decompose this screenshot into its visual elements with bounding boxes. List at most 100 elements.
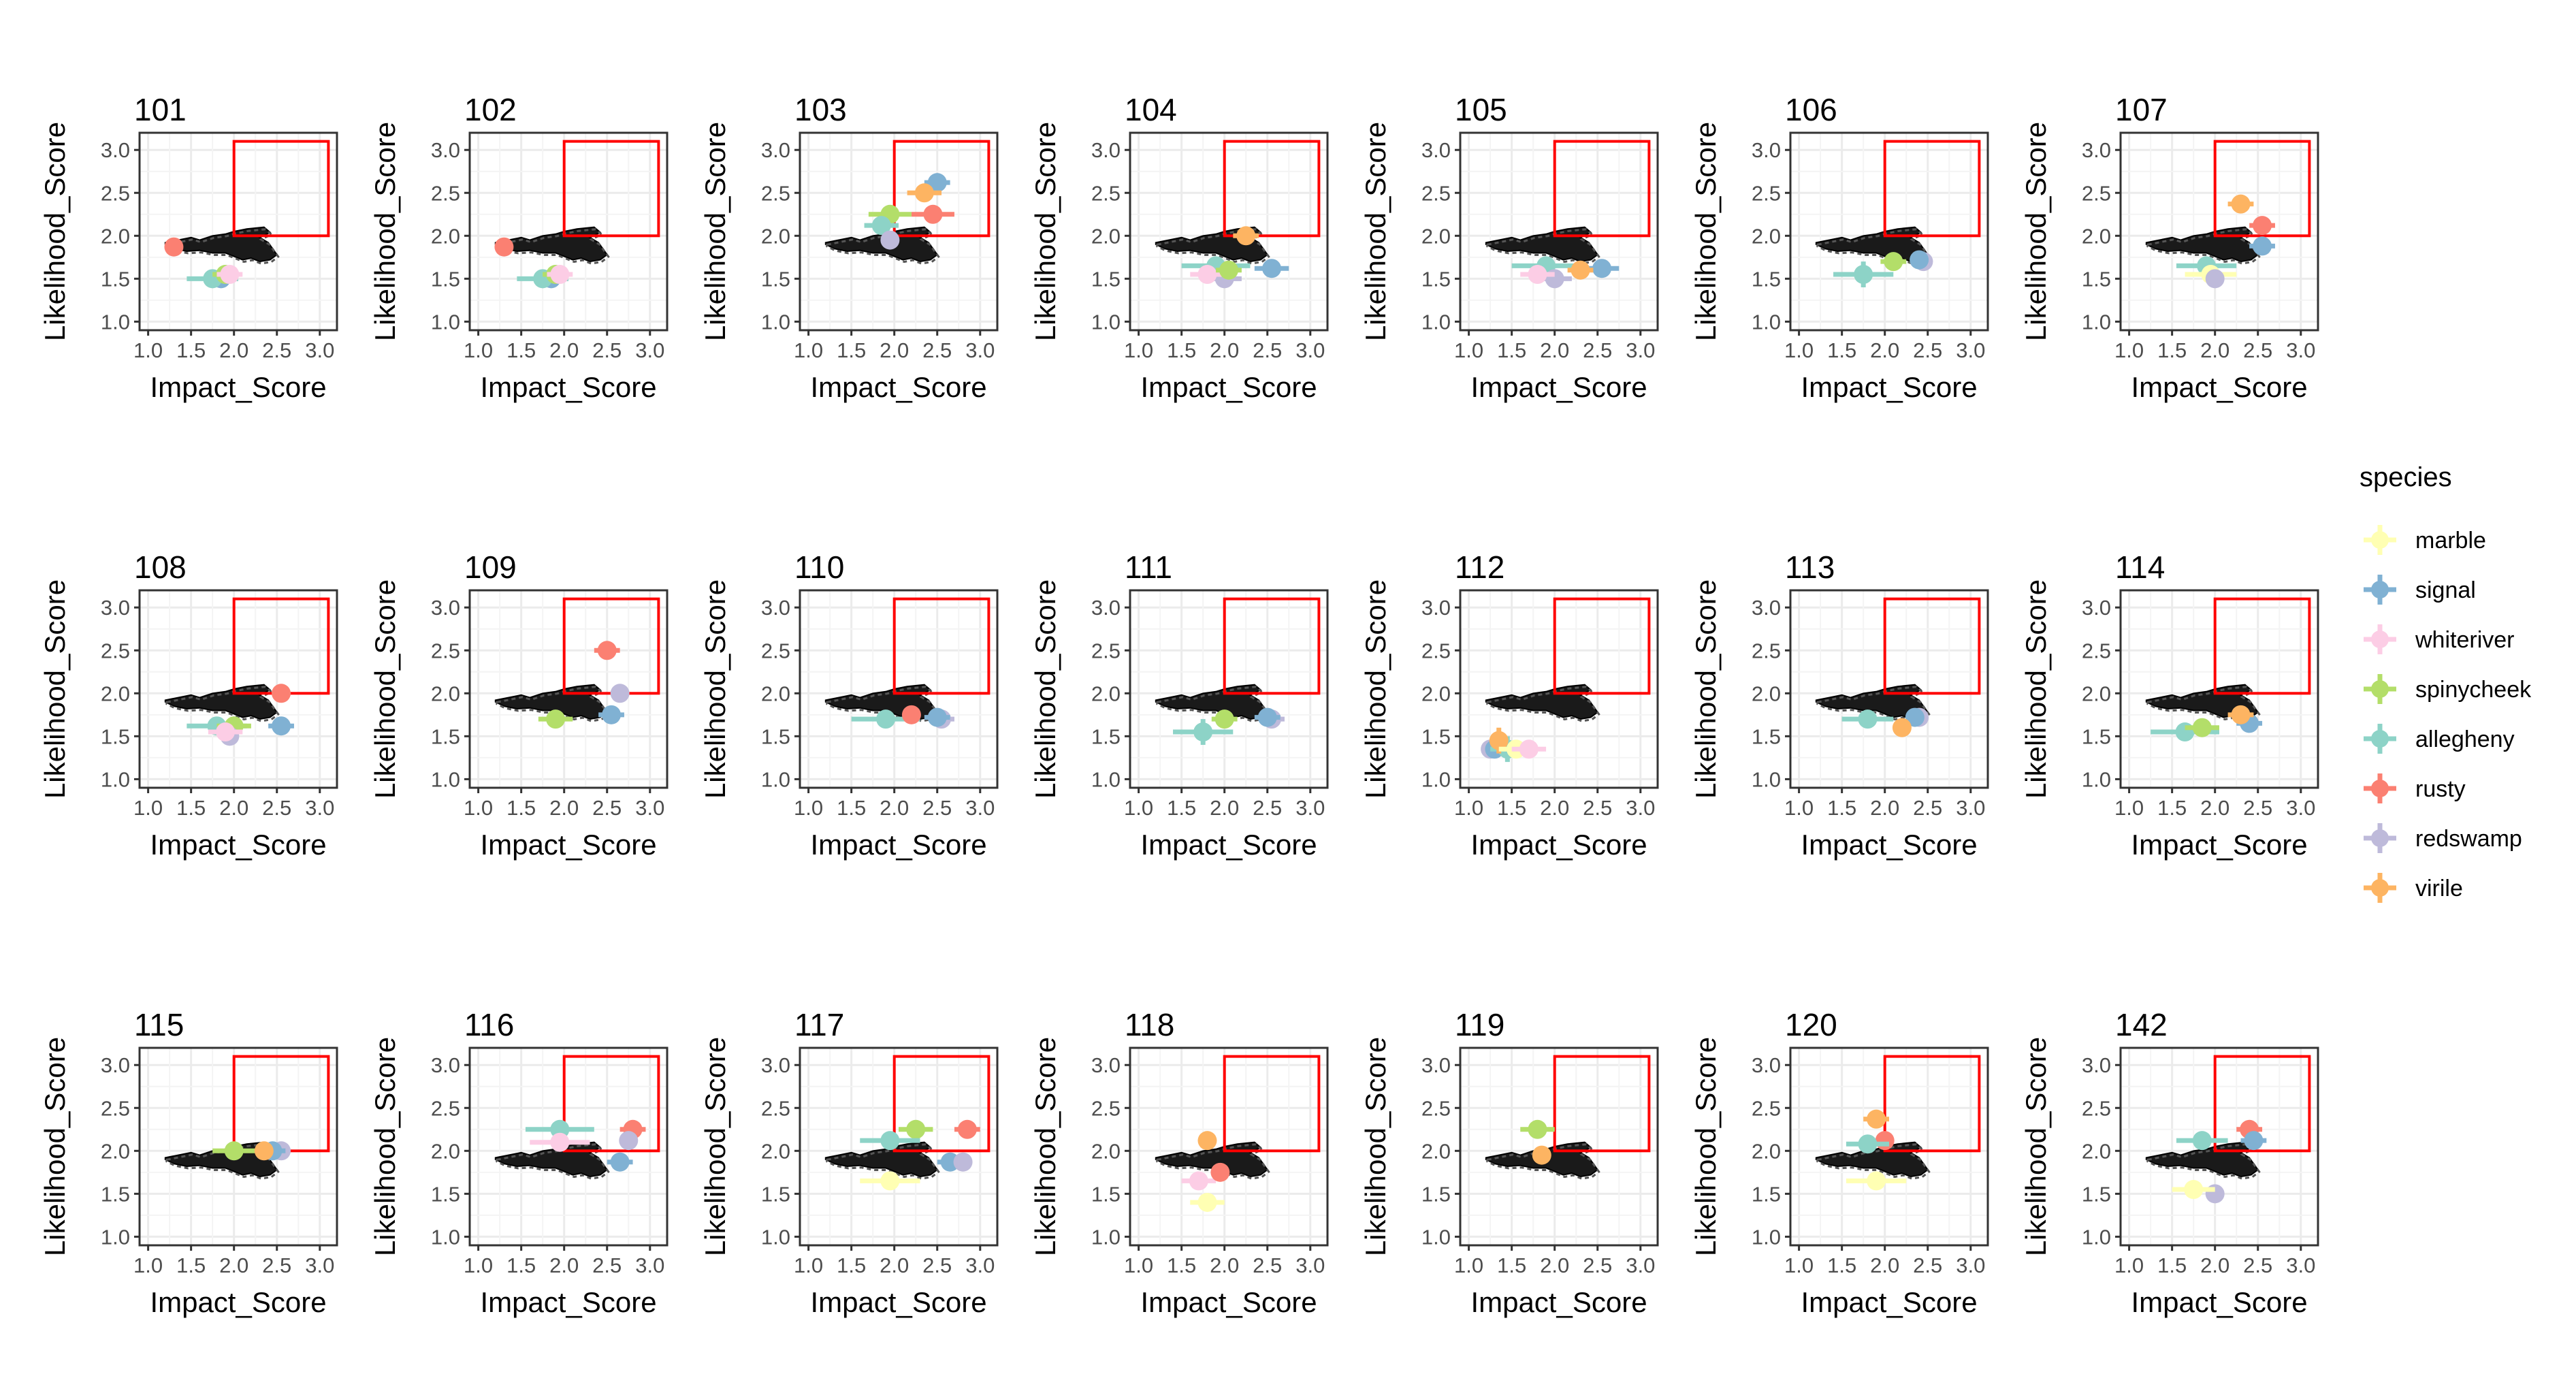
- y-tick-label: 1.0: [761, 310, 790, 334]
- point-marker: [1519, 739, 1539, 759]
- facet-panel: 105 1.01.0 1.5 1.5 2.0 2.0 2.5 2.5 3.0 3.0 Impact_…: [1359, 92, 1659, 403]
- y-axis-title: Likelihood_Score: [369, 1037, 401, 1256]
- x-tick-label: 2.0: [219, 1253, 248, 1277]
- legend-item-redswamp: redswamp: [2360, 818, 2522, 859]
- basin-texture: [165, 1143, 280, 1180]
- point-marker: [2244, 1131, 2264, 1151]
- y-axis-title: Likelihood_Score: [39, 1037, 71, 1256]
- y-axis-title: Likelihood_Score: [1029, 579, 1061, 799]
- legend-key-marker: [2371, 630, 2389, 648]
- panel-title: 119: [1455, 1007, 1504, 1042]
- y-tick-label: 1.5: [101, 724, 130, 748]
- facet-panel: 119 1.01.0 1.5 1.5 2.0 2.0 2.5 2.5 3.0 3.0 Impact_…: [1359, 1007, 1659, 1318]
- y-tick-label: 2.0: [761, 1139, 790, 1163]
- panel-title: 105: [1455, 92, 1507, 127]
- high-risk-box: [232, 140, 330, 238]
- point-marker: [272, 716, 291, 736]
- y-tick-label: 2.0: [1421, 1139, 1451, 1163]
- x-axis-title: Impact_Score: [2131, 829, 2307, 861]
- basin-texture: [496, 228, 610, 265]
- x-tick-label: 3.0: [1295, 796, 1325, 820]
- high-risk-box: [892, 597, 991, 695]
- y-tick-label: 2.0: [101, 224, 130, 248]
- y-axis-title: Likelihood_Score: [1690, 1037, 1722, 1256]
- y-tick-label: 2.0: [431, 224, 460, 248]
- x-axis-title: Impact_Score: [810, 829, 986, 861]
- basin-texture: [1156, 686, 1270, 722]
- high-risk-box: [892, 140, 991, 238]
- x-tick-label: 3.0: [1956, 796, 1985, 820]
- point-marker: [1592, 259, 1612, 278]
- x-tick-label: 1.0: [1784, 796, 1814, 820]
- y-axis-title: Likelihood_Score: [39, 122, 71, 341]
- panel-title: 117: [794, 1007, 844, 1042]
- y-tick-label: 3.0: [761, 138, 790, 162]
- legend-title: species: [2360, 462, 2452, 492]
- basin-texture: [2146, 1143, 2261, 1180]
- y-tick-label: 2.5: [431, 639, 460, 662]
- basin-texture: [1156, 1143, 1270, 1180]
- point-marker: [880, 1131, 900, 1151]
- y-axis-title: Likelihood_Score: [369, 579, 401, 799]
- y-tick-label: 1.0: [1421, 1225, 1451, 1249]
- legend-key-marker: [2371, 829, 2389, 847]
- basin-texture: [1486, 228, 1600, 265]
- point-marker: [2192, 1131, 2212, 1151]
- data-point-spinycheek: [1211, 709, 1238, 729]
- legend-item-virile: virile: [2360, 867, 2463, 908]
- y-tick-label: 1.0: [431, 310, 460, 334]
- point-marker: [1884, 252, 1903, 272]
- y-tick-label: 2.0: [1091, 224, 1121, 248]
- basin-texture: [1486, 1143, 1600, 1180]
- y-tick-label: 1.5: [101, 1182, 130, 1206]
- facet-panel: 117 1.01.0 1.5 1.5 2.0 2.0 2.5 2.5 3.0 3.0 Impact_…: [699, 1007, 999, 1318]
- panel-border: [1789, 589, 1989, 789]
- data-point-redswamp: [953, 1152, 973, 1172]
- data-point-allegheny: [1173, 719, 1234, 745]
- high-risk-box: [1883, 140, 1981, 238]
- basin-texture: [826, 686, 940, 722]
- y-tick-label: 3.0: [431, 1053, 460, 1077]
- x-tick-label: 3.0: [965, 338, 995, 362]
- basin-texture: [496, 686, 610, 722]
- y-tick-label: 1.0: [1752, 1225, 1781, 1249]
- x-tick-label: 2.0: [1870, 338, 1899, 362]
- x-tick-label: 2.5: [262, 338, 291, 362]
- basin-texture: [165, 686, 280, 722]
- point-marker: [602, 705, 622, 724]
- basin-texture: [496, 1143, 610, 1180]
- x-tick-label: 1.0: [1784, 1253, 1814, 1277]
- point-marker: [953, 1152, 973, 1172]
- basin-texture: [1486, 686, 1600, 722]
- high-risk-box: [1553, 140, 1651, 238]
- basin-texture: [1816, 228, 1931, 265]
- point-marker: [1197, 265, 1217, 285]
- panel-title: 115: [134, 1007, 184, 1042]
- panel-border: [2119, 589, 2319, 789]
- x-axis-title: Impact_Score: [1470, 829, 1647, 861]
- point-marker: [923, 204, 943, 224]
- x-tick-label: 1.0: [1784, 338, 1814, 362]
- point-marker: [1867, 1171, 1886, 1191]
- basin-texture: [826, 228, 940, 265]
- point-marker: [876, 709, 896, 729]
- point-marker: [220, 265, 240, 285]
- y-tick-label: 2.5: [761, 181, 790, 205]
- panel-title: 110: [794, 549, 844, 585]
- data-point-whiteriver: [1520, 265, 1555, 285]
- x-tick-label: 3.0: [1626, 796, 1655, 820]
- y-axis-title: Likelihood_Score: [2020, 1037, 2052, 1256]
- data-point-signal: [1254, 259, 1289, 278]
- x-tick-label: 2.0: [2200, 1253, 2229, 1277]
- x-tick-label: 2.5: [262, 796, 291, 820]
- x-axis-title: Impact_Score: [1140, 1286, 1317, 1318]
- x-tick-label: 2.5: [1583, 796, 1612, 820]
- y-tick-label: 1.0: [1421, 310, 1451, 334]
- x-tick-label: 2.5: [2243, 1253, 2272, 1277]
- data-point-whiteriver: [530, 1132, 590, 1152]
- x-tick-label: 2.5: [1253, 1253, 1282, 1277]
- y-tick-label: 1.0: [1752, 767, 1781, 791]
- y-tick-label: 2.5: [1421, 181, 1451, 205]
- x-tick-label: 2.0: [1870, 1253, 1899, 1277]
